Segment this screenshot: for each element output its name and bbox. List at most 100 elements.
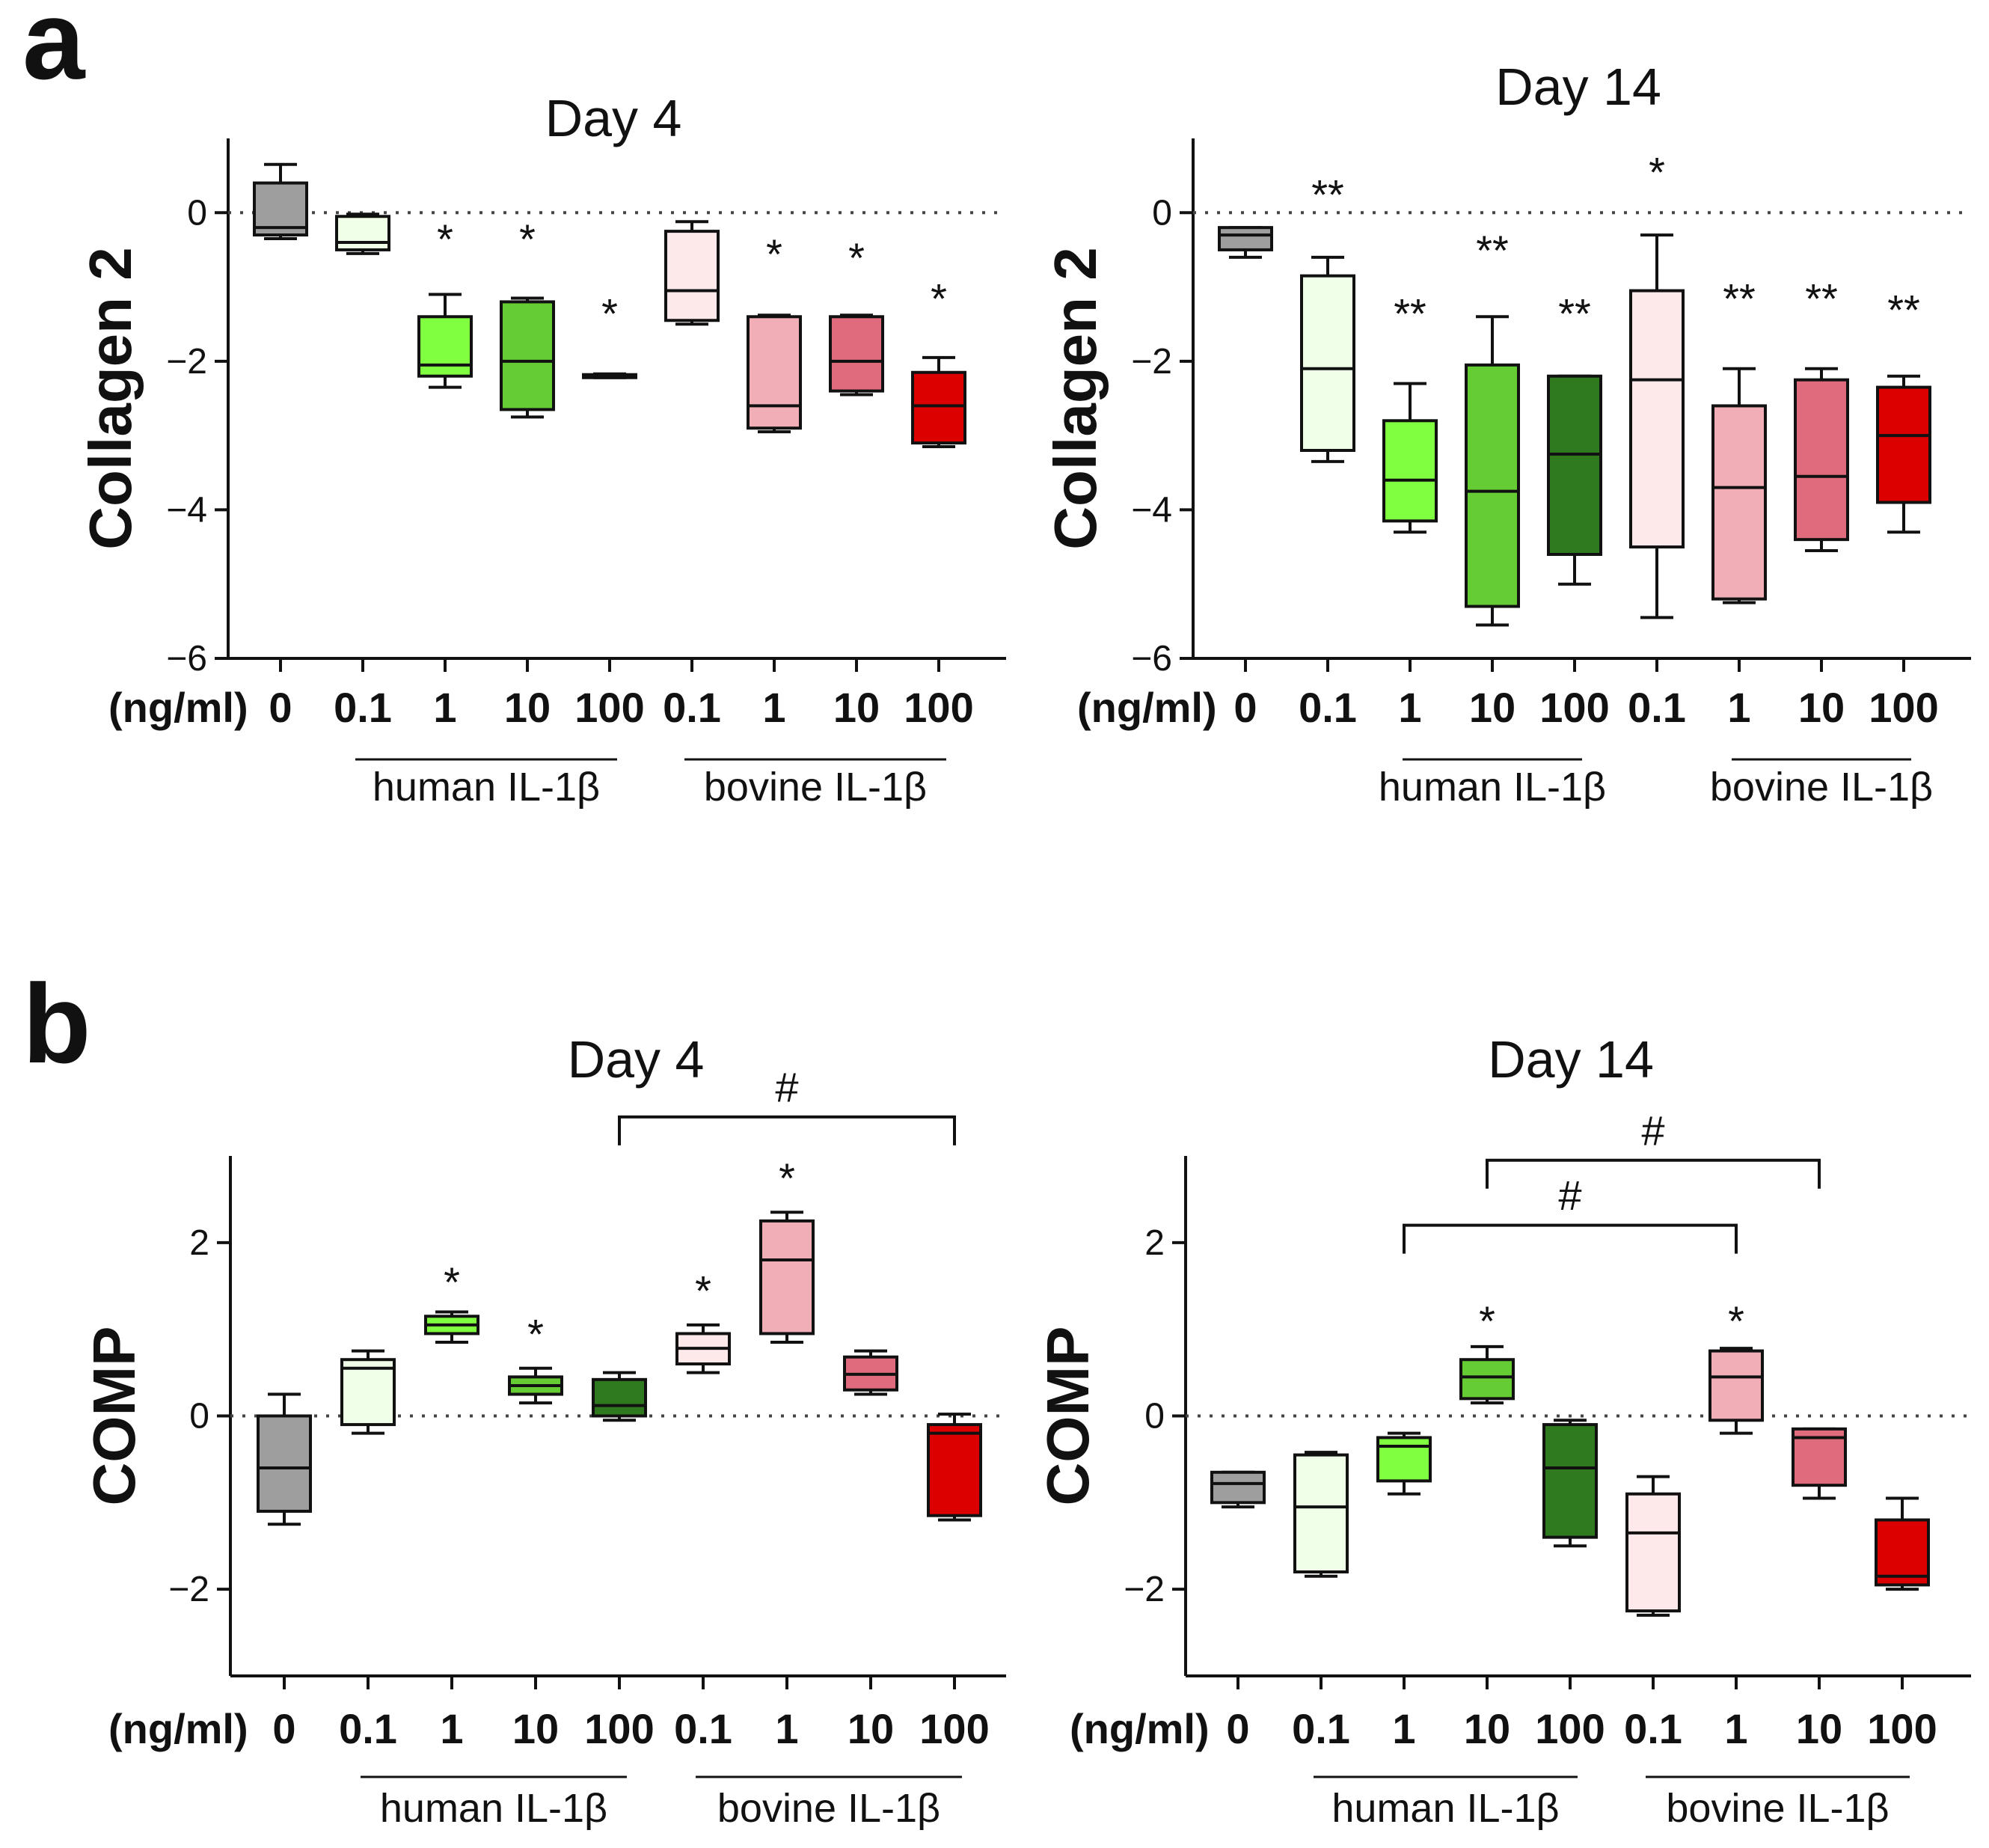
y-tick-label: 0 — [187, 193, 207, 233]
chart-1: Day 4 Collagen 2 0 −2 −4 −6 0 0.1 1 10 100 0.1 1 10 10… — [77, 89, 1006, 810]
significance-marker: * — [527, 1310, 544, 1357]
box-plot — [1382, 382, 1438, 534]
group-label: human IL-1β — [1331, 1786, 1559, 1831]
x-category-label: 1 — [1724, 1705, 1747, 1752]
y-tick-label: 2 — [1144, 1223, 1165, 1263]
group-label: human IL-1β — [1379, 765, 1606, 810]
y-tick-label: 0 — [1144, 1397, 1165, 1437]
significance-marker: ** — [1887, 286, 1920, 333]
x-category-label: 100 — [1869, 684, 1938, 731]
significance-marker: ** — [1311, 171, 1344, 218]
x-category-label: 10 — [512, 1705, 559, 1752]
comparison-bracket — [618, 1115, 956, 1145]
y-tick-label: −6 — [166, 639, 207, 679]
y-tick-label: 2 — [189, 1223, 209, 1263]
box-iqr — [927, 1423, 982, 1517]
x-category-label: 100 — [904, 684, 973, 731]
x-category-label: 10 — [848, 1705, 894, 1752]
bracket-marker: # — [775, 1063, 798, 1110]
box-plot — [335, 212, 390, 255]
y-tick-label: −2 — [1131, 342, 1172, 382]
box-plot — [253, 162, 308, 241]
comparison-bracket — [1486, 1158, 1821, 1189]
x-category-label: 10 — [1798, 684, 1845, 731]
box-plot — [1547, 374, 1602, 586]
box-plot — [257, 1392, 312, 1526]
chart-3: Day 4 COMP 2 0 −2 0 0.1 1 10 100 0.1 1 10 100 (ng/ml) h… — [81, 1030, 1006, 1831]
chart-title: Day 14 — [1488, 1030, 1654, 1089]
box-plot — [1376, 1431, 1432, 1496]
box-plot — [843, 1349, 898, 1396]
significance-marker: ** — [1558, 290, 1591, 337]
comparison-bracket — [1403, 1223, 1738, 1254]
x-category-label: 0.1 — [1624, 1705, 1682, 1752]
y-axis-label: Collagen 2 — [1042, 247, 1109, 550]
significance-marker: ** — [1394, 290, 1426, 337]
box-plot — [1794, 367, 1849, 553]
box-plot — [675, 1323, 731, 1374]
box-iqr — [1300, 274, 1355, 452]
significance-marker: * — [1479, 1297, 1495, 1344]
box-iqr — [1210, 1470, 1266, 1505]
box-iqr — [664, 230, 720, 322]
box-plot — [340, 1349, 396, 1435]
group-label: bovine IL-1β — [1666, 1786, 1889, 1831]
y-axis-label: COMP — [81, 1327, 147, 1506]
y-tick-label: −6 — [1131, 639, 1172, 679]
box-iqr — [1625, 1492, 1681, 1613]
box-iqr — [335, 215, 390, 251]
y-axis-label: COMP — [1035, 1327, 1101, 1506]
box-iqr — [500, 300, 555, 411]
box-plot — [500, 296, 555, 419]
y-axis-label: Collagen 2 — [77, 247, 144, 550]
box-iqr — [1459, 1358, 1515, 1401]
box-plot — [664, 220, 720, 326]
box-iqr — [1875, 1518, 1930, 1587]
x-category-label: 0.1 — [663, 684, 721, 731]
box-plot — [1792, 1427, 1847, 1500]
x-category-label: 0 — [1226, 1705, 1249, 1752]
box-iqr — [1547, 374, 1602, 557]
x-category-label: 100 — [584, 1705, 654, 1752]
significance-marker: * — [437, 215, 453, 263]
box-plot — [829, 313, 884, 397]
box-iqr — [1382, 419, 1438, 523]
significance-marker: * — [1728, 1297, 1744, 1344]
box-iqr — [829, 315, 884, 393]
group-label: bovine IL-1β — [704, 765, 927, 810]
x-category-label: 0 — [272, 1705, 295, 1752]
unit-label: (ng/ml) — [108, 1705, 248, 1752]
box-iqr — [759, 1219, 815, 1335]
group-label: bovine IL-1β — [717, 1786, 940, 1831]
box-plot — [1875, 1496, 1930, 1591]
box-iqr — [911, 370, 966, 445]
x-category-label: 0.1 — [1628, 684, 1686, 731]
box-plot — [1625, 1475, 1681, 1617]
x-category-label: 1 — [440, 1705, 463, 1752]
unit-label: (ng/ml) — [1077, 684, 1217, 731]
y-tick-label: −4 — [1131, 490, 1172, 530]
box-plot — [759, 1211, 815, 1344]
x-category-label: 10 — [1469, 684, 1515, 731]
significance-marker: ** — [1476, 227, 1509, 274]
y-tick-label: −2 — [166, 342, 207, 382]
x-category-label: 100 — [1535, 1705, 1605, 1752]
chart-title: Day 4 — [568, 1030, 705, 1089]
chart-2: Day 14 Collagen 2 0 −2 −4 −6 0 0.1 1 10 100 0.1 1 10 1… — [1042, 58, 1971, 810]
x-category-label: 10 — [833, 684, 880, 731]
box-plot — [508, 1366, 563, 1405]
box-plot — [1542, 1419, 1598, 1548]
box-iqr — [1794, 378, 1849, 542]
box-plot — [1210, 1470, 1266, 1509]
x-category-label: 10 — [504, 684, 551, 731]
box-iqr — [1542, 1423, 1598, 1539]
x-category-label: 1 — [433, 684, 456, 731]
x-category-label: 0.1 — [1299, 684, 1357, 731]
significance-marker: * — [848, 234, 865, 281]
x-category-label: 100 — [919, 1705, 989, 1752]
x-category-label: 10 — [1464, 1705, 1510, 1752]
significance-marker: ** — [1723, 275, 1756, 322]
box-plot — [424, 1310, 479, 1344]
